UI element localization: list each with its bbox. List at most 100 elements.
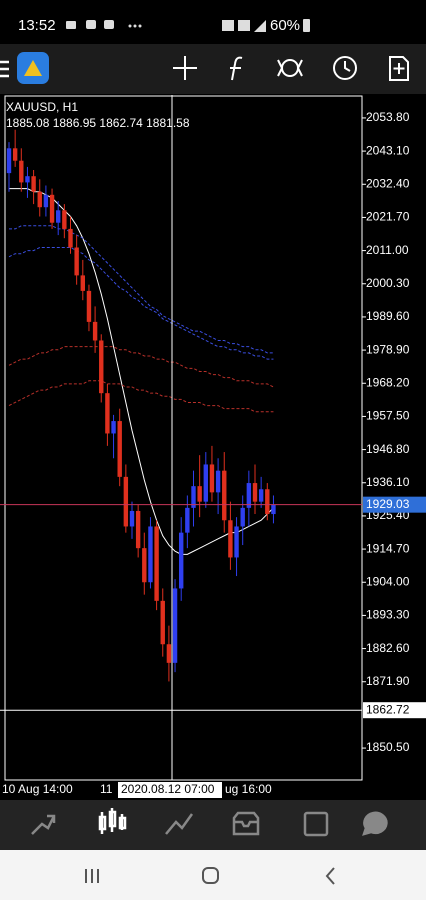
history-button[interactable] (333, 56, 357, 80)
candle-body (265, 489, 270, 515)
y-tick-label: 1914.70 (366, 541, 410, 555)
ohlc-info: 1885.08 1886.95 1862.74 1881.58 (6, 116, 190, 130)
candle-body (86, 290, 92, 322)
candle-body (197, 486, 202, 502)
candle-body (62, 210, 67, 229)
news-tab[interactable] (303, 811, 329, 837)
y-tick-label: 1936.10 (366, 475, 410, 489)
candle-body (228, 520, 233, 558)
candle-body (6, 148, 12, 174)
price-label: 1929.03 (366, 497, 410, 511)
history-tab[interactable] (232, 811, 260, 836)
candle-body (172, 588, 178, 663)
x-label: 11 (100, 782, 113, 796)
candle-body (166, 644, 172, 663)
crosshair-price-box (363, 702, 426, 719)
x-crosshair-label: 2020.08.12 07:00 (121, 782, 215, 796)
app-icon-glyph (24, 60, 42, 76)
y-tick-label: 1946.80 (366, 442, 410, 456)
indicators-button[interactable] (230, 56, 243, 81)
status-bar (0, 0, 426, 44)
x-label: 10 Aug 14:00 (2, 782, 73, 796)
trade-button[interactable] (277, 59, 303, 77)
moving-average (8, 380, 274, 413)
candle-body (19, 160, 24, 183)
candle-body (271, 504, 276, 515)
candle-body (246, 483, 252, 508)
moving-average (9, 225, 274, 354)
candle-body (68, 228, 73, 248)
candle-body (240, 507, 245, 527)
new-order-button[interactable] (389, 56, 409, 81)
plot (6, 129, 276, 682)
messages-tab[interactable] (362, 811, 388, 836)
system-nav (0, 850, 426, 900)
candle-body (191, 486, 196, 508)
candle-body (56, 210, 61, 223)
candle-body (92, 321, 98, 341)
candle-body (234, 526, 239, 558)
clock: 13:52 (18, 17, 56, 34)
candle-body (25, 176, 30, 183)
candle-body (99, 340, 104, 394)
crosshair-price-label: 1862.72 (366, 702, 410, 716)
candle-body (209, 464, 215, 493)
candle-body (123, 476, 129, 527)
y-tick-label: 1978.90 (366, 342, 410, 356)
y-tick-label: 1968.20 (366, 375, 410, 389)
candle-body (142, 548, 147, 583)
candle-body (105, 393, 110, 434)
candle-body (117, 421, 122, 477)
candle-body (252, 483, 258, 502)
candle-body (31, 176, 36, 192)
recents-button[interactable] (85, 869, 99, 883)
toolbar (0, 44, 426, 94)
candle-body (185, 507, 190, 533)
back-button[interactable] (325, 867, 335, 885)
y-tick-label: 2000.30 (366, 276, 410, 290)
home-button[interactable] (202, 867, 219, 884)
chart-tab[interactable] (98, 808, 127, 834)
y-tick-label: 2032.40 (366, 176, 410, 190)
symbol-label: XAUUSD, H1 (6, 100, 78, 114)
candle-body (37, 191, 42, 208)
candle-body (80, 275, 85, 291)
candle-body (49, 194, 55, 223)
y-tick-label: 2021.70 (366, 210, 410, 224)
x-label: ug 16:00 (225, 782, 272, 796)
y-tick-label: 1989.60 (366, 309, 410, 323)
status-icons (66, 19, 310, 32)
candle-body (203, 464, 208, 502)
candle-body (258, 489, 264, 502)
quotes-tab[interactable] (31, 814, 56, 835)
y-tick-label: 1871.90 (366, 674, 410, 688)
candle-body (222, 470, 227, 521)
y-tick-label: 1882.60 (366, 641, 410, 655)
bottom-nav (0, 800, 426, 850)
candle-body (148, 526, 153, 583)
price-label-box (363, 496, 426, 513)
y-tick-label: 2043.10 (366, 143, 410, 157)
candle-body (179, 532, 184, 589)
y-tick-label: 1904.00 (366, 574, 410, 588)
chart-area[interactable] (0, 95, 362, 780)
candle-body (111, 421, 116, 434)
crosshair-button[interactable] (173, 56, 197, 80)
y-tick-label: 1957.50 (366, 409, 410, 423)
y-tick-label: 1850.50 (366, 740, 410, 754)
y-tick-label: 2053.80 (366, 110, 410, 124)
moving-average (8, 346, 274, 388)
x-crosshair-box (118, 782, 222, 798)
candle-body (74, 247, 79, 276)
chart-border (4, 95, 363, 781)
trade-tab[interactable] (165, 813, 194, 835)
menu-button[interactable] (0, 60, 9, 78)
candle-body (215, 470, 221, 493)
candle-body (129, 510, 135, 527)
candle-body (12, 148, 18, 161)
candle-body (135, 510, 141, 549)
battery-level: 60% (270, 17, 300, 34)
candle-body (160, 600, 165, 645)
